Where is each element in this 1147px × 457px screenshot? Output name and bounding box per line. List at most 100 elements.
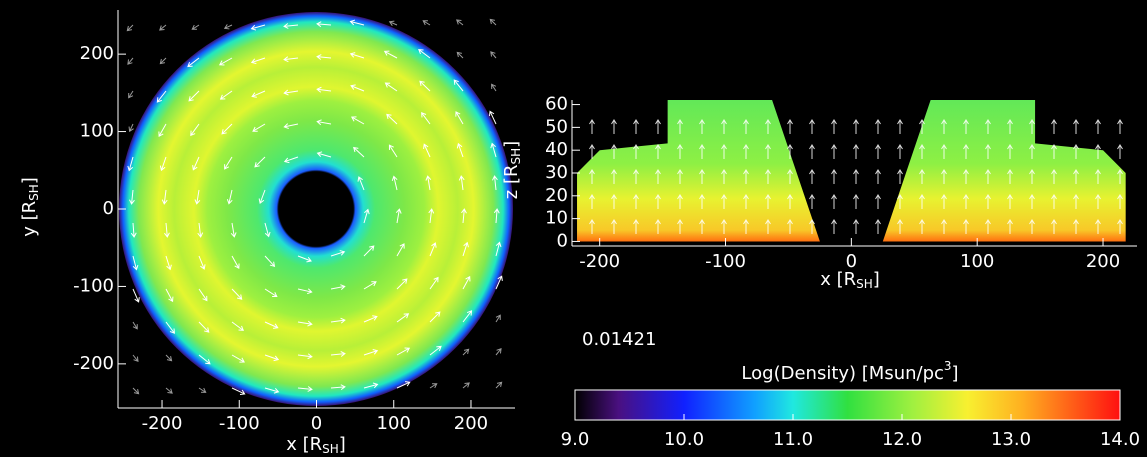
flow-arrow [488, 110, 497, 125]
flow-arrow [456, 19, 464, 26]
flow-arrow [831, 194, 837, 209]
flow-arrow [422, 20, 431, 26]
flow-arrow [1029, 219, 1035, 234]
flow-arrow [1051, 219, 1057, 234]
flow-arrow [391, 175, 398, 191]
flow-arrow [462, 275, 471, 290]
flow-arrow [655, 119, 661, 134]
flow-arrow [386, 113, 398, 125]
flow-arrow [489, 18, 497, 26]
flow-arrow [456, 51, 464, 59]
flow-arrow [853, 219, 859, 234]
flow-arrow [396, 243, 405, 257]
flow-arrow [721, 219, 727, 234]
flow-arrow [1007, 219, 1013, 234]
colorbar-frame [574, 389, 1121, 421]
flow-arrow [231, 354, 245, 363]
flow-arrow [198, 288, 208, 302]
flow-arrow [699, 194, 705, 209]
flow-arrow [589, 169, 595, 184]
flow-arrow [1029, 119, 1035, 134]
flow-arrow [743, 169, 749, 184]
flow-arrow [1051, 144, 1057, 159]
flow-arrow [743, 144, 749, 159]
flow-arrow [633, 169, 639, 184]
flow-arrow [963, 169, 969, 184]
x-tick-label: -100 [705, 251, 746, 272]
flow-arrow [495, 241, 502, 257]
flow-arrow [388, 144, 398, 158]
y-axis-label: z [RSH] [501, 141, 523, 199]
flow-arrow [1029, 169, 1035, 184]
flow-arrow [396, 347, 411, 356]
flow-arrow [250, 57, 266, 65]
y-tick-label: 10 [545, 208, 568, 229]
flow-arrow [350, 116, 365, 125]
flow-arrow [316, 86, 332, 93]
y-tick-label: 40 [545, 139, 568, 160]
flow-arrow [429, 383, 438, 389]
y-tick-label: 200 [80, 43, 114, 64]
flow-arrow [223, 24, 233, 30]
y-tick-label: 0 [103, 198, 114, 219]
flow-arrow [297, 255, 312, 263]
x-tick-label: -200 [142, 413, 183, 434]
x-axis-label: x [RSH] [286, 434, 346, 456]
flow-arrow [283, 156, 299, 164]
flow-arrow [875, 169, 881, 184]
flow-arrow [963, 119, 969, 134]
flow-arrow [1051, 194, 1057, 209]
flow-arrow [330, 384, 346, 391]
flow-arrow [699, 144, 705, 159]
flow-arrow [1007, 144, 1013, 159]
flow-arrow [428, 208, 435, 224]
flow-arrow [721, 144, 727, 159]
flow-arrow [192, 156, 200, 171]
flow-arrow [1073, 169, 1079, 184]
flow-arrow [316, 151, 332, 158]
density-slab [577, 100, 820, 242]
flow-arrow [165, 354, 173, 362]
flow-arrow [897, 219, 903, 234]
flow-arrow [495, 348, 502, 356]
flow-arrow [941, 194, 947, 209]
flow-arrow [462, 382, 470, 389]
flow-arrow [330, 250, 346, 257]
flow-arrow [941, 219, 947, 234]
flow-arrow [633, 194, 639, 209]
flow-arrow [128, 123, 134, 133]
flow-arrow [611, 169, 617, 184]
flow-arrow [165, 288, 174, 303]
flow-arrow [264, 255, 276, 267]
flow-arrow [495, 275, 503, 290]
flow-arrow [188, 90, 200, 102]
flow-arrow [787, 119, 793, 134]
flow-arrow [1007, 119, 1013, 134]
flow-arrow [350, 84, 365, 92]
flow-arrow [429, 242, 437, 257]
flow-arrow [1117, 119, 1123, 134]
flow-arrow [787, 219, 793, 234]
flow-arrow [677, 119, 683, 134]
flow-arrow [264, 222, 271, 238]
flow-arrow [831, 144, 837, 159]
flow-arrow [190, 123, 200, 137]
flow-arrow [231, 255, 240, 270]
flow-arrow [493, 208, 500, 224]
flow-arrow [897, 119, 903, 134]
flow-arrow [1051, 119, 1057, 134]
flow-arrow [159, 57, 167, 65]
flow-arrow [985, 169, 991, 184]
flow-arrow [250, 24, 266, 31]
flow-arrow [655, 169, 661, 184]
flow-arrow [853, 169, 859, 184]
colorbar-tick-label: 14.0 [1100, 429, 1140, 450]
flow-arrow [349, 19, 365, 26]
flow-arrow [458, 175, 465, 191]
y-axis-label: y [RSH] [19, 177, 41, 237]
x-tick-label: -100 [219, 413, 260, 434]
flow-arrow [589, 119, 595, 134]
flow-arrow [1095, 119, 1101, 134]
flow-arrow [1007, 169, 1013, 184]
flow-arrow [453, 79, 464, 92]
